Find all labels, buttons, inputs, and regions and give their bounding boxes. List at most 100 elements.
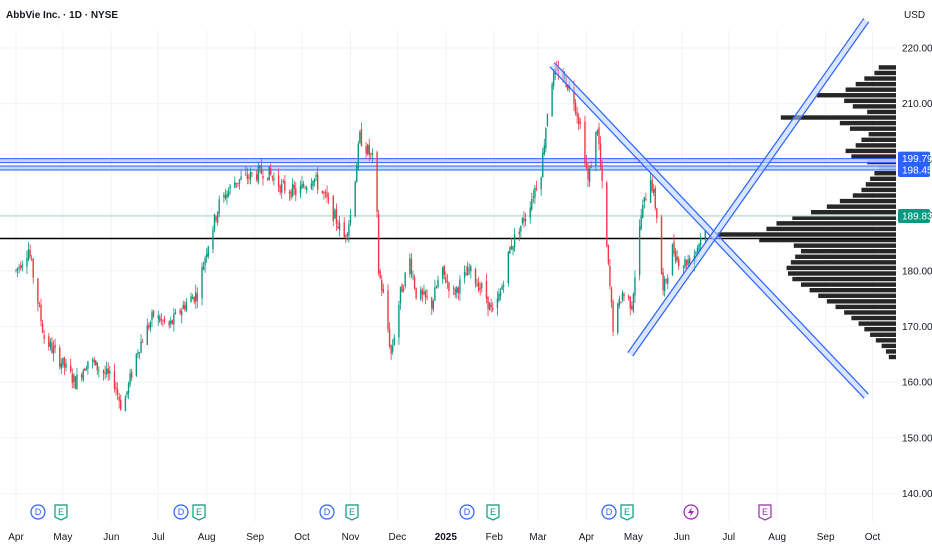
candle-body <box>159 316 161 322</box>
candle-body <box>376 152 378 212</box>
volume-profile-bar <box>717 232 896 237</box>
candle-body <box>74 376 77 389</box>
candle-body <box>334 210 336 219</box>
candle-body <box>665 279 667 281</box>
candle-body <box>434 287 436 301</box>
candle-body <box>510 245 513 249</box>
candle-body <box>237 183 239 184</box>
candle-body <box>184 305 186 310</box>
candle-body <box>476 284 478 287</box>
symbol-title: AbbVie Inc. · 1D · NYSE <box>6 10 118 21</box>
trend-channel-edge <box>549 66 865 399</box>
candle-body <box>606 182 608 247</box>
candle-body <box>529 207 531 218</box>
candle-body <box>16 267 19 271</box>
candle-body <box>345 235 347 237</box>
x-tick-label: Dec <box>388 532 406 543</box>
candle-body <box>445 276 447 283</box>
candle-body <box>273 177 275 181</box>
candle-body <box>48 336 50 347</box>
x-axis: Apr May Jun Jul Aug Sep Oct Nov Dec 2025 Feb Mar Apr… <box>8 532 880 543</box>
volume-profile-bar <box>864 76 896 81</box>
candle-body <box>95 360 97 366</box>
candle-body <box>174 312 177 314</box>
y-tick-label: 170.00 <box>902 322 932 333</box>
candle-body <box>507 251 510 284</box>
volume-profile <box>717 65 896 360</box>
candle-body <box>699 237 702 246</box>
candle-body <box>191 297 194 300</box>
candle-body <box>477 282 480 291</box>
candle-body <box>21 264 23 268</box>
candle-body <box>695 252 697 254</box>
candle-body <box>84 368 86 371</box>
candle-body <box>335 208 338 224</box>
candle-body <box>620 301 622 304</box>
candle-body <box>587 168 589 180</box>
candle-body <box>627 295 630 299</box>
trend-channel-edge <box>553 62 869 395</box>
candle-body <box>235 182 238 185</box>
x-tick-label: Aug <box>768 532 786 543</box>
candle-body <box>40 304 42 322</box>
candle-body <box>599 143 602 166</box>
candle-body <box>435 286 438 288</box>
candle-body <box>431 297 433 309</box>
candle-body <box>601 165 603 181</box>
volume-profile-bar <box>786 265 896 271</box>
candle-body <box>420 289 422 300</box>
candle-body <box>332 195 334 222</box>
volume-profile-bar <box>878 65 896 70</box>
earnings-icon <box>54 504 68 521</box>
candle-body <box>346 233 349 236</box>
candle-body <box>163 318 166 322</box>
candle-body <box>457 287 460 294</box>
candle-body <box>456 287 458 293</box>
candle-body <box>37 278 39 305</box>
candle-body <box>543 145 545 154</box>
grid-lines <box>0 30 896 522</box>
trend-channels[interactable] <box>549 18 870 399</box>
candle-body <box>202 266 205 270</box>
candle-body <box>140 341 142 353</box>
candle-body <box>52 347 55 354</box>
candle-body <box>148 325 150 329</box>
candle-body <box>299 185 302 194</box>
volume-profile-bar <box>855 81 896 87</box>
candle-body <box>410 259 413 275</box>
y-tick-label: 150.00 <box>902 433 932 444</box>
volume-profile-bar <box>811 210 896 215</box>
earnings-icon <box>345 504 359 521</box>
x-tick-label: Apr <box>579 532 595 543</box>
candle-body <box>104 372 106 374</box>
candle-body <box>454 288 456 295</box>
candle-body <box>387 290 389 330</box>
candle-body <box>653 189 655 193</box>
candle-body <box>80 374 83 378</box>
candle-body <box>459 279 461 294</box>
candle-body <box>640 215 642 230</box>
candle-body <box>421 289 424 295</box>
candle-body <box>546 114 549 126</box>
candle-body <box>293 184 295 189</box>
candle-body <box>468 269 470 271</box>
y-axis: 220.00210.00200.00190.00180.00170.00160.… <box>902 44 932 501</box>
candle-body <box>437 279 439 288</box>
candle-body <box>370 153 372 155</box>
candlestick-series <box>15 60 706 412</box>
candle-body <box>359 131 361 143</box>
candle-body <box>371 153 374 156</box>
candle-body <box>152 310 155 317</box>
volume-profile-bar <box>845 148 896 154</box>
candle-body <box>63 357 66 368</box>
candle-body <box>301 183 303 189</box>
candle-body <box>98 370 100 372</box>
earnings-icon <box>758 504 772 521</box>
candle-body <box>688 257 691 264</box>
candle-body <box>631 305 633 310</box>
candle-body <box>195 292 197 303</box>
candle-body <box>452 288 455 290</box>
candle-body <box>354 181 356 217</box>
